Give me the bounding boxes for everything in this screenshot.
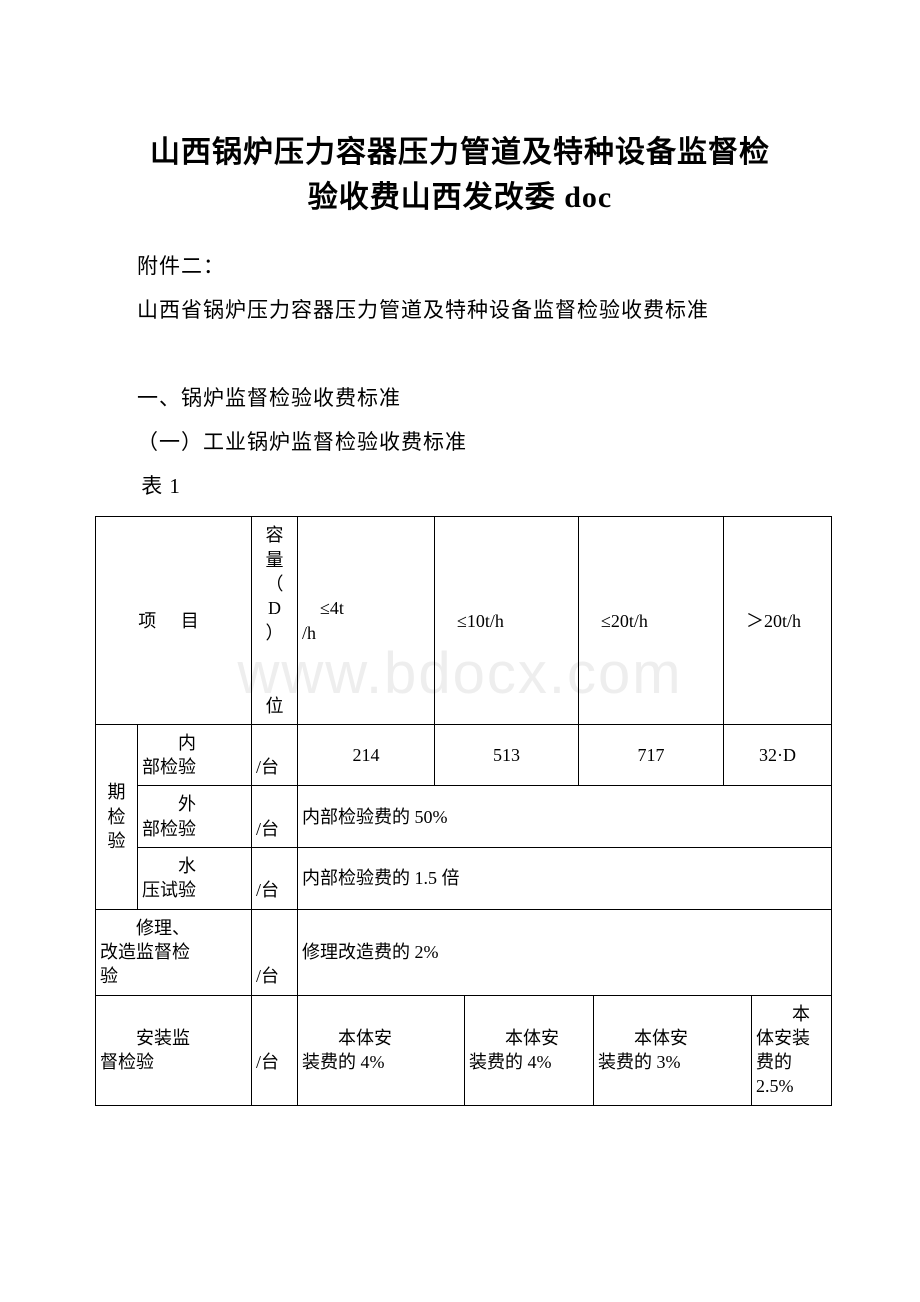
external-span: 内部检验费的 50% xyxy=(298,786,832,848)
attachment-label: 附件二： xyxy=(95,244,825,288)
install-v1: 本体安 装费的 4% xyxy=(298,995,465,1105)
periodic-inspection-label: 期检验 xyxy=(96,724,138,909)
title-line-2: 验收费山西发改委 doc xyxy=(308,181,613,214)
internal-v3: 717 xyxy=(579,724,724,786)
internal-v1: 214 xyxy=(298,724,435,786)
header-col-10t: ≤10t/h xyxy=(435,517,579,724)
header-unit-label: 位 xyxy=(256,694,293,718)
install-v3: 本体安 装费的 3% xyxy=(594,995,752,1105)
document-content: 山西锅炉压力容器压力管道及特种设备监督检 验收费山西发改委 doc 附件二： 山… xyxy=(95,130,825,1106)
header-project: 项 目 xyxy=(96,517,252,724)
internal-v4: 32·D xyxy=(724,724,832,786)
internal-v2: 513 xyxy=(435,724,579,786)
row-external-inspection: 外 部检验 /台 内部检验费的 50% xyxy=(96,786,832,848)
repair-inspection-label: 修理、 改造监督检 验 xyxy=(96,909,252,995)
header-col-gt20t: ＞20t/h xyxy=(724,517,832,724)
hydro-span: 内部检验费的 1.5 倍 xyxy=(298,848,832,910)
table-header-row: 项 目 容 量 （ D ） 位 ≤4t /h ≤10t/h xyxy=(96,517,832,724)
install-unit: /台 xyxy=(252,995,298,1105)
external-inspection-label: 外 部检验 xyxy=(138,786,252,848)
internal-inspection-label: 内 部检验 xyxy=(138,724,252,786)
document-title: 山西锅炉压力容器压力管道及特种设备监督检 验收费山西发改委 doc xyxy=(95,130,825,220)
hydro-unit: /台 xyxy=(252,848,298,910)
document-subtitle: 山西省锅炉压力容器压力管道及特种设备监督检验收费标准 xyxy=(95,288,825,332)
header-capacity: 容 量 （ D ） 位 xyxy=(252,517,298,724)
fee-table: 项 目 容 量 （ D ） 位 ≤4t /h ≤10t/h xyxy=(95,516,832,1105)
blank-line xyxy=(95,332,825,376)
table-1-label: 表 1 xyxy=(95,464,825,508)
internal-unit: /台 xyxy=(252,724,298,786)
row-internal-inspection: 期检验 内 部检验 /台 214 513 717 32·D xyxy=(96,724,832,786)
row-install-inspection: 安装监 督检验 /台 本体安 装费的 4% 本体安 装费的 4% 本体安 装费的… xyxy=(96,995,832,1105)
install-inspection-label: 安装监 督检验 xyxy=(96,995,252,1105)
section-1-1-heading: （一）工业锅炉监督检验收费标准 xyxy=(95,420,825,464)
external-unit: /台 xyxy=(252,786,298,848)
title-line-1: 山西锅炉压力容器压力管道及特种设备监督检 xyxy=(150,136,770,169)
repair-unit: /台 xyxy=(252,909,298,995)
header-col-20t: ≤20t/h xyxy=(579,517,724,724)
repair-span: 修理改造费的 2% xyxy=(298,909,832,995)
section-1-heading: 一、锅炉监督检验收费标准 xyxy=(95,376,825,420)
install-v2: 本体安 装费的 4% xyxy=(465,995,594,1105)
row-repair-inspection: 修理、 改造监督检 验 /台 修理改造费的 2% xyxy=(96,909,832,995)
header-col-4t: ≤4t /h xyxy=(298,517,435,724)
hydro-test-label: 水 压试验 xyxy=(138,848,252,910)
install-v4: 本 体安装 费的 2.5% xyxy=(752,995,832,1105)
row-hydro-test: 水 压试验 /台 内部检验费的 1.5 倍 xyxy=(96,848,832,910)
